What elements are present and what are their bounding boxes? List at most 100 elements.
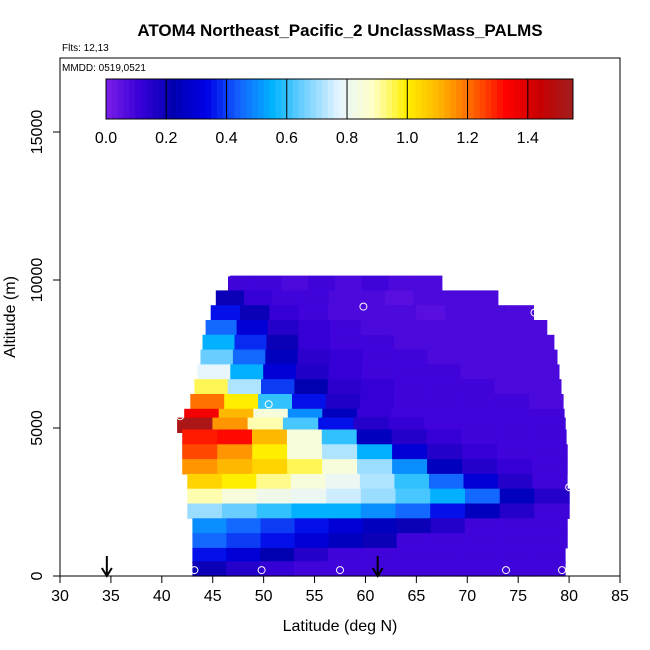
colorbar-swatch xyxy=(111,79,119,119)
heatmap-cell xyxy=(362,334,395,351)
heatmap-cell xyxy=(394,379,429,395)
colorbar-swatch xyxy=(502,79,510,119)
heatmap-cell xyxy=(415,275,443,291)
heatmap-cell xyxy=(531,561,566,577)
heatmap-cell xyxy=(533,518,568,534)
heatmap-cell xyxy=(298,305,329,321)
heatmap-cell xyxy=(427,349,461,365)
heatmap-cell xyxy=(290,473,326,490)
heatmap-cell xyxy=(256,473,292,490)
colorbar-swatch xyxy=(123,79,130,119)
heatmap-cell xyxy=(391,320,424,336)
heatmap-cell xyxy=(294,561,329,577)
colorbar-swatch xyxy=(526,79,533,119)
heatmap-cell xyxy=(360,488,397,505)
y-tick-label: 5000 xyxy=(29,410,46,446)
colorbar-swatch xyxy=(368,79,375,119)
x-tick-label: 85 xyxy=(611,588,629,605)
colorbar-swatch xyxy=(281,79,288,119)
heatmap-cell xyxy=(494,379,529,395)
y-axis: 0 5000 10000 15000 xyxy=(29,110,60,580)
heatmap-cell xyxy=(247,417,284,433)
heatmap-cell xyxy=(490,334,523,351)
heatmap-cell xyxy=(260,518,296,534)
heatmap-cell xyxy=(318,417,355,433)
heatmap-cell xyxy=(395,503,431,519)
heatmap-cell xyxy=(361,561,397,577)
heatmap-cell xyxy=(234,334,267,351)
profile-point xyxy=(359,302,368,311)
heatmap-cell xyxy=(298,320,331,336)
colorbar-swatch xyxy=(537,79,545,119)
heatmap-cell xyxy=(210,305,241,321)
heatmap-cell xyxy=(361,547,397,564)
colorbar-tick-label: 0.8 xyxy=(336,130,358,147)
heatmap-cell xyxy=(187,503,223,519)
heatmap-cell xyxy=(187,488,223,505)
heatmap-cell xyxy=(393,394,429,410)
colorbar-swatch xyxy=(333,79,340,119)
profile-point xyxy=(558,566,566,575)
heatmap-cell xyxy=(296,364,330,380)
colorbar-swatch xyxy=(257,79,265,119)
heatmap-cell xyxy=(531,547,566,564)
heatmap-cell xyxy=(192,533,228,549)
colorbar-tick-label: 0.0 xyxy=(95,130,117,147)
x-tick-label: 80 xyxy=(560,588,578,605)
heatmap-cell xyxy=(360,320,393,336)
heatmap-cell xyxy=(463,473,499,490)
colorbar-swatch xyxy=(421,79,428,119)
heatmap-cell xyxy=(267,320,300,336)
heatmap-cell xyxy=(474,305,505,321)
colorbar-swatch xyxy=(427,79,434,119)
colorbar-swatch xyxy=(199,79,206,119)
heatmap-cell xyxy=(353,417,390,433)
colorbar: 0.0 0.2 0.4 0.6 0.8 1.0 1.2 1.4 xyxy=(95,78,574,147)
heatmap-cell xyxy=(362,518,398,534)
heatmap-cell xyxy=(504,305,534,321)
heatmap-cell xyxy=(445,305,476,321)
heatmap-cell xyxy=(192,547,227,564)
heatmap-cell xyxy=(328,305,358,321)
heatmap-cell xyxy=(498,518,534,534)
heatmap-cell xyxy=(192,518,228,534)
colorbar-swatch xyxy=(263,79,270,119)
colorbar-tick-label: 1.0 xyxy=(396,130,418,147)
profile-point xyxy=(565,483,574,492)
colorbar-swatch xyxy=(146,79,154,119)
heatmap-cell xyxy=(224,394,259,410)
colorbar-swatch xyxy=(129,79,136,119)
heatmap-cell xyxy=(321,429,358,445)
heatmap-cell xyxy=(217,429,253,445)
heatmap-cell xyxy=(217,459,253,475)
colorbar-swatch xyxy=(409,79,416,119)
heatmap-cell xyxy=(395,547,431,564)
heatmap-cell xyxy=(230,364,264,380)
heatmap-cell xyxy=(182,444,218,460)
heatmap-cell xyxy=(327,379,362,395)
heatmap-cell xyxy=(194,379,229,395)
heatmap-cell xyxy=(252,444,288,460)
heatmap-cell xyxy=(532,473,568,490)
heatmap-cell xyxy=(427,444,463,460)
colorbar-swatch xyxy=(467,79,475,119)
heatmap-cell xyxy=(328,290,358,306)
profile-point xyxy=(190,566,199,575)
profile-point xyxy=(224,268,232,277)
heatmap-cell xyxy=(252,459,288,475)
colorbar-swatch xyxy=(141,79,148,119)
heatmap-cell xyxy=(300,290,330,306)
heatmap-cell xyxy=(430,488,466,505)
heatmap-cell xyxy=(429,473,465,490)
heatmap-cell xyxy=(357,305,388,321)
colorbar-swatch xyxy=(456,79,463,119)
heatmap-cell xyxy=(222,503,258,519)
colorbar-tick-label: 0.6 xyxy=(276,130,298,147)
heatmap-cell xyxy=(187,473,223,490)
heatmap-cell xyxy=(392,459,428,475)
colorbar-swatch xyxy=(310,79,317,119)
x-tick-label: 70 xyxy=(458,588,476,605)
heatmap-cell xyxy=(357,444,393,460)
heatmap-cell xyxy=(282,417,319,433)
